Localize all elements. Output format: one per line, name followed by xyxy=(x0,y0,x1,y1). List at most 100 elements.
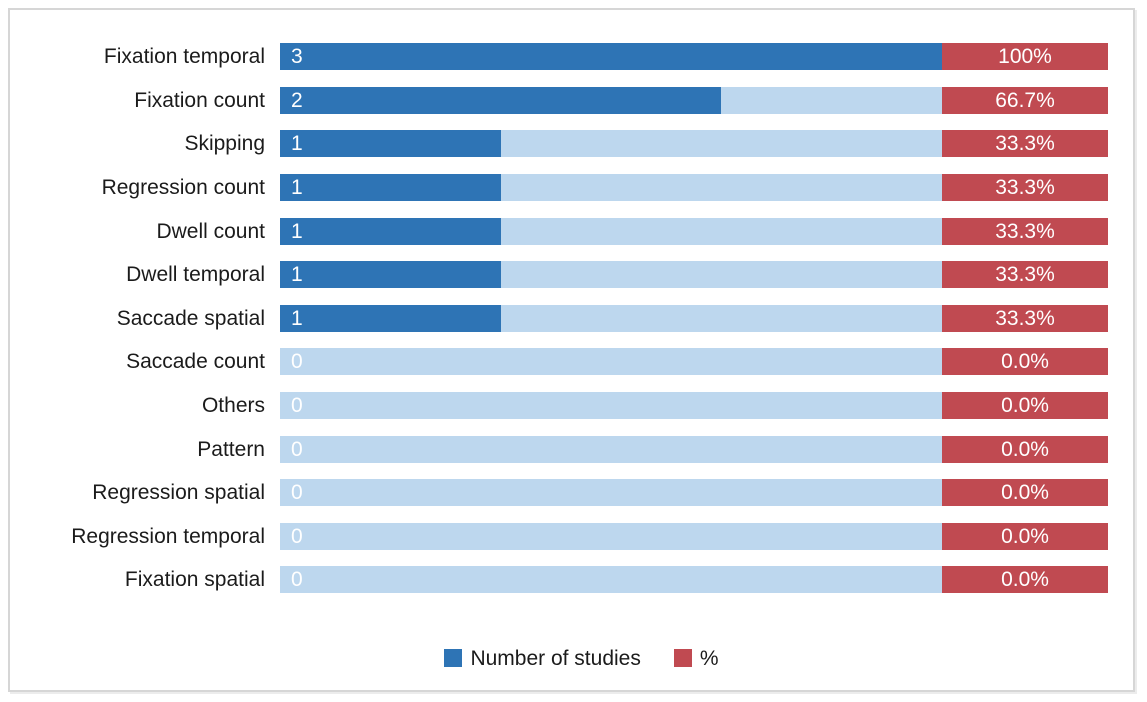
bar-group: 1 33.3% xyxy=(280,130,1108,158)
studies-track: 1 xyxy=(280,261,942,289)
legend-label-percent: % xyxy=(699,646,719,670)
bar-row: Saccade count 0 0.0% xyxy=(10,340,1133,384)
category-label: Regression count xyxy=(101,176,265,200)
bar-group: 0 0.0% xyxy=(280,348,1108,376)
category-label: Regression spatial xyxy=(92,481,265,505)
studies-track: 0 xyxy=(280,392,942,420)
studies-track: 2 xyxy=(280,86,942,114)
category-label: Dwell temporal xyxy=(126,263,265,287)
percent-label: 33.3% xyxy=(995,306,1055,330)
studies-bar xyxy=(280,261,501,289)
bar-row: Fixation spatial 0 0.0% xyxy=(10,558,1133,602)
percent-label: 33.3% xyxy=(995,132,1055,156)
bar-row: Regression temporal 0 0.0% xyxy=(10,515,1133,559)
bar-row: Fixation count 2 66.7% xyxy=(10,79,1133,123)
studies-bar xyxy=(280,86,722,114)
bar-group: 0 0.0% xyxy=(280,392,1108,420)
percent-bar: 0.0% xyxy=(942,348,1108,376)
studies-value-label: 2 xyxy=(291,88,303,112)
percent-bar: 0.0% xyxy=(942,522,1108,550)
percent-label: 33.3% xyxy=(995,219,1055,243)
legend-label-studies: Number of studies xyxy=(470,646,641,670)
studies-bar xyxy=(280,174,501,202)
studies-track: 0 xyxy=(280,522,942,550)
percent-label: 100% xyxy=(998,45,1052,69)
percent-bar: 0.0% xyxy=(942,479,1108,507)
bar-group: 3 100% xyxy=(280,43,1108,71)
percent-bar: 66.7% xyxy=(942,86,1108,114)
percent-label: 0.0% xyxy=(1001,394,1049,418)
percent-label: 0.0% xyxy=(1001,524,1049,548)
chart-frame: Fixation temporal 3 100% Fixation count … xyxy=(8,8,1135,692)
percent-bar: 33.3% xyxy=(942,261,1108,289)
percent-label: 0.0% xyxy=(1001,481,1049,505)
studies-bar xyxy=(280,43,942,71)
category-label: Fixation temporal xyxy=(103,45,265,69)
category-label: Fixation spatial xyxy=(124,568,265,592)
percent-label: 33.3% xyxy=(995,176,1055,200)
studies-value-label: 1 xyxy=(291,132,303,156)
bar-row: Regression count 1 33.3% xyxy=(10,166,1133,210)
studies-value-label: 1 xyxy=(291,219,303,243)
studies-track: 0 xyxy=(280,435,942,463)
category-label: Skipping xyxy=(184,132,265,156)
bar-row: Pattern 0 0.0% xyxy=(10,427,1133,471)
studies-bar xyxy=(280,304,501,332)
studies-value-label: 0 xyxy=(291,437,303,461)
studies-track: 0 xyxy=(280,348,942,376)
studies-track: 0 xyxy=(280,566,942,594)
bar-group: 0 0.0% xyxy=(280,479,1108,507)
bar-group: 1 33.3% xyxy=(280,304,1108,332)
legend: Number of studies % xyxy=(10,648,1133,669)
studies-track: 1 xyxy=(280,174,942,202)
studies-value-label: 1 xyxy=(291,176,303,200)
percent-label: 66.7% xyxy=(995,88,1055,112)
bar-chart: Fixation temporal 3 100% Fixation count … xyxy=(10,10,1133,602)
percent-label: 0.0% xyxy=(1001,437,1049,461)
studies-bar xyxy=(280,130,501,158)
category-label: Pattern xyxy=(197,437,265,461)
percent-bar: 33.3% xyxy=(942,174,1108,202)
category-label: Fixation count xyxy=(134,88,265,112)
bar-row: Fixation temporal 3 100% xyxy=(10,35,1133,79)
category-label: Others xyxy=(201,394,265,418)
studies-track: 0 xyxy=(280,479,942,507)
percent-bar: 100% xyxy=(942,43,1108,71)
percent-bar: 0.0% xyxy=(942,435,1108,463)
legend-swatch-studies xyxy=(444,649,463,668)
studies-value-label: 1 xyxy=(291,306,303,330)
percent-label: 0.0% xyxy=(1001,568,1049,592)
studies-track: 3 xyxy=(280,43,942,71)
bar-row: Dwell count 1 33.3% xyxy=(10,209,1133,253)
percent-bar: 33.3% xyxy=(942,304,1108,332)
percent-bar: 33.3% xyxy=(942,217,1108,245)
bar-row: Saccade spatial 1 33.3% xyxy=(10,297,1133,341)
percent-bar: 0.0% xyxy=(942,392,1108,420)
category-label: Regression temporal xyxy=(71,524,265,548)
percent-bar: 33.3% xyxy=(942,130,1108,158)
category-label: Saccade count xyxy=(126,350,265,374)
bar-group: 0 0.0% xyxy=(280,566,1108,594)
bar-group: 2 66.7% xyxy=(280,86,1108,114)
studies-value-label: 0 xyxy=(291,350,303,374)
studies-track: 1 xyxy=(280,217,942,245)
bar-group: 1 33.3% xyxy=(280,261,1108,289)
category-label: Dwell count xyxy=(156,219,265,243)
bar-row: Others 0 0.0% xyxy=(10,384,1133,428)
studies-value-label: 1 xyxy=(291,263,303,287)
percent-label: 0.0% xyxy=(1001,350,1049,374)
bar-group: 0 0.0% xyxy=(280,522,1108,550)
studies-value-label: 0 xyxy=(291,524,303,548)
studies-value-label: 0 xyxy=(291,568,303,592)
studies-track: 1 xyxy=(280,304,942,332)
percent-label: 33.3% xyxy=(995,263,1055,287)
bar-group: 1 33.3% xyxy=(280,217,1108,245)
bar-row: Dwell temporal 1 33.3% xyxy=(10,253,1133,297)
legend-swatch-percent xyxy=(673,649,692,668)
studies-value-label: 0 xyxy=(291,481,303,505)
bar-row: Skipping 1 33.3% xyxy=(10,122,1133,166)
studies-value-label: 3 xyxy=(291,45,303,69)
studies-bar xyxy=(280,217,501,245)
studies-track: 1 xyxy=(280,130,942,158)
bar-group: 1 33.3% xyxy=(280,174,1108,202)
